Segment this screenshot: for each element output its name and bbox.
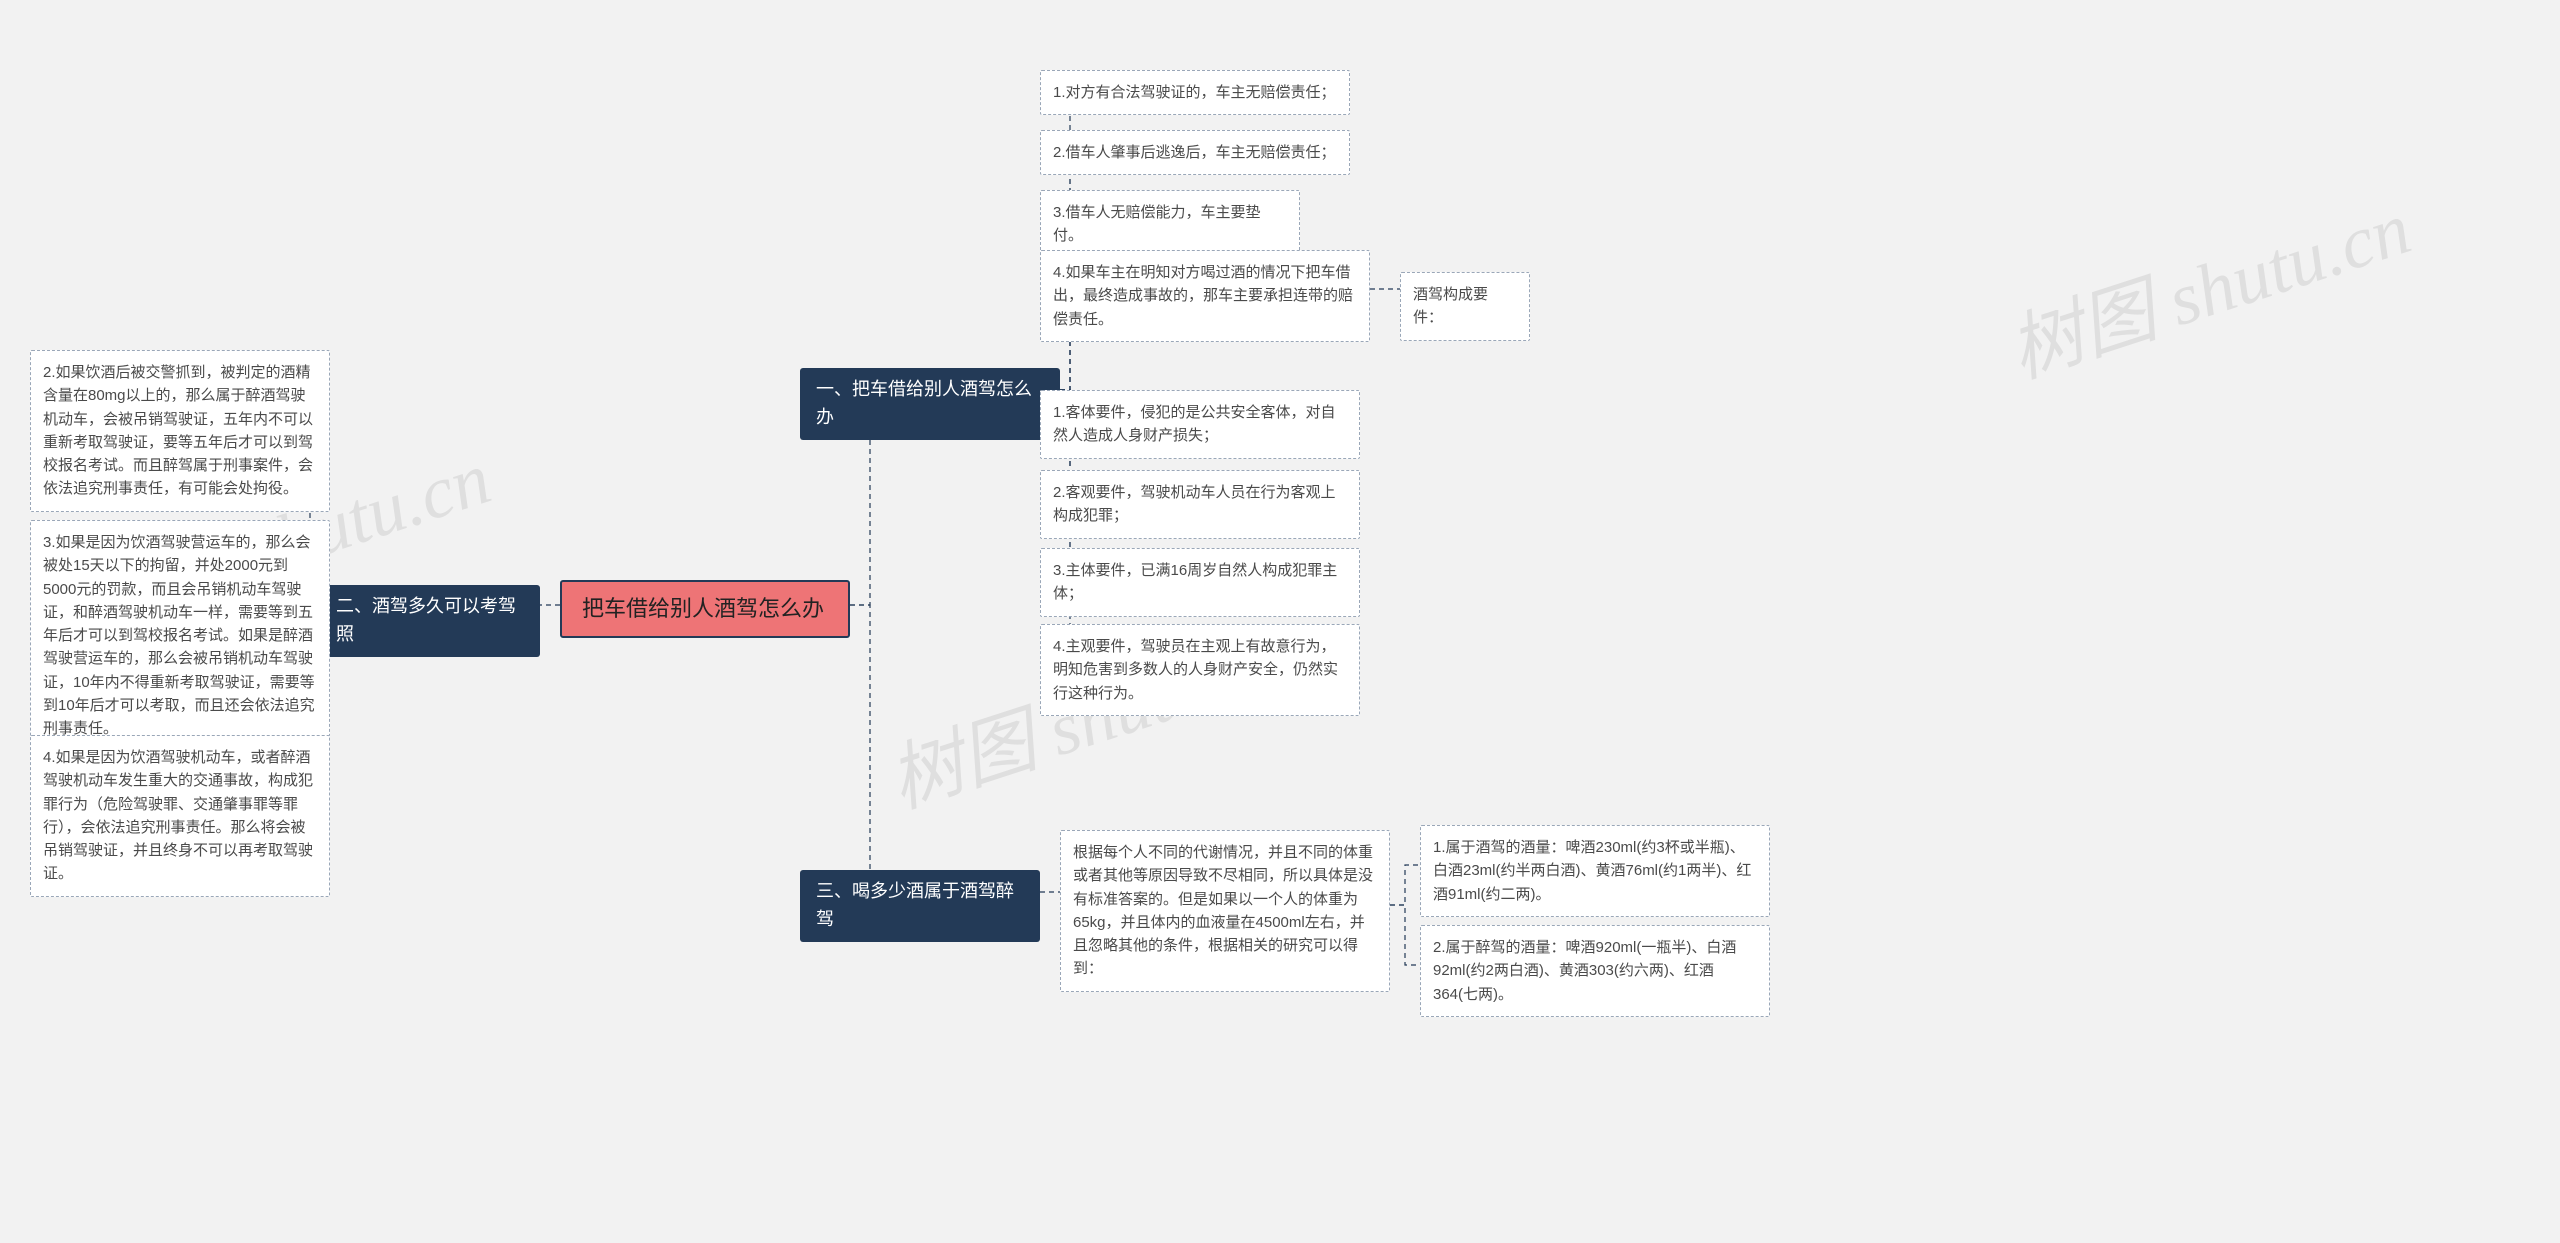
leaf-3-1[interactable]: 1.属于酒驾的酒量：啤酒230ml(约3杯或半瓶)、白酒23ml(约半两白酒)、… (1420, 825, 1770, 917)
leaf-1-6[interactable]: 2.客观要件，驾驶机动车人员在行为客观上构成犯罪； (1040, 470, 1360, 539)
leaf-2-3[interactable]: 4.如果是因为饮酒驾驶机动车，或者醉酒驾驶机动车发生重大的交通事故，构成犯罪行为… (30, 735, 330, 897)
leaf-1-8[interactable]: 4.主观要件，驾驶员在主观上有故意行为，明知危害到多数人的人身财产安全，仍然实行… (1040, 624, 1360, 716)
branch-3[interactable]: 三、喝多少酒属于酒驾醉驾 (800, 870, 1040, 942)
branch-1[interactable]: 一、把车借给别人酒驾怎么办 (800, 368, 1060, 440)
root-node[interactable]: 把车借给别人酒驾怎么办 (560, 580, 850, 638)
leaf-2-2[interactable]: 3.如果是因为饮酒驾驶营运车的，那么会被处15天以下的拘留，并处2000元到50… (30, 520, 330, 751)
leaf-1-3[interactable]: 3.借车人无赔偿能力，车主要垫付。 (1040, 190, 1300, 259)
leaf-1-5[interactable]: 1.客体要件，侵犯的是公共安全客体，对自然人造成人身财产损失； (1040, 390, 1360, 459)
leaf-1-1[interactable]: 1.对方有合法驾驶证的，车主无赔偿责任； (1040, 70, 1350, 115)
leaf-2-1[interactable]: 2.如果饮酒后被交警抓到，被判定的酒精含量在80mg以上的，那么属于醉酒驾驶机动… (30, 350, 330, 512)
branch-2[interactable]: 二、酒驾多久可以考驾照 (320, 585, 540, 657)
leaf-3-0[interactable]: 根据每个人不同的代谢情况，并且不同的体重或者其他等原因导致不尽相同，所以具体是没… (1060, 830, 1390, 992)
leaf-1-7[interactable]: 3.主体要件，已满16周岁自然人构成犯罪主体； (1040, 548, 1360, 617)
mindmap-canvas: 树图 shutu.cn 树图 shutu.cn 树图 shutu.cn 把车借给… (0, 0, 2560, 1243)
leaf-1-4a[interactable]: 酒驾构成要件： (1400, 272, 1530, 341)
watermark-3: 树图 shutu.cn (1994, 168, 2422, 398)
leaf-1-4[interactable]: 4.如果车主在明知对方喝过酒的情况下把车借出，最终造成事故的，那车主要承担连带的… (1040, 250, 1370, 342)
leaf-3-2[interactable]: 2.属于醉驾的酒量：啤酒920ml(一瓶半)、白酒92ml(约2两白酒)、黄酒3… (1420, 925, 1770, 1017)
leaf-1-2[interactable]: 2.借车人肇事后逃逸后，车主无赔偿责任； (1040, 130, 1350, 175)
